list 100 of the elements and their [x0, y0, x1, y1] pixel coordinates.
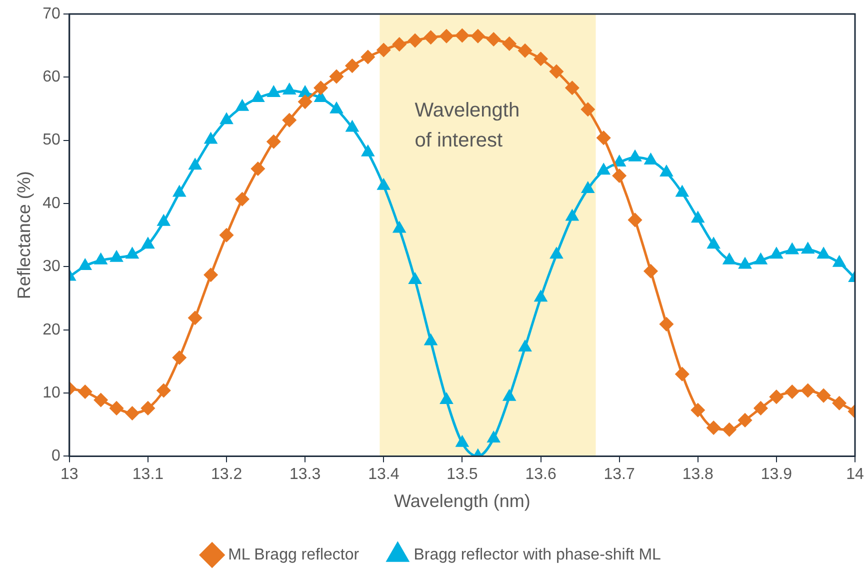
point [94, 254, 107, 264]
x-tick-label: 13 [60, 466, 78, 484]
point [816, 388, 830, 402]
point [581, 102, 595, 116]
point [660, 166, 672, 177]
point [706, 421, 720, 435]
point [503, 390, 516, 401]
point [582, 182, 594, 193]
point [204, 268, 218, 282]
y-tick-label: 10 [42, 384, 60, 402]
point [125, 406, 139, 420]
point [738, 413, 752, 427]
point [691, 403, 705, 417]
point [598, 164, 610, 175]
x-tick-label: 13.1 [132, 466, 164, 484]
point [628, 213, 642, 227]
x-tick-label: 13.8 [682, 466, 714, 484]
point [235, 192, 249, 206]
point [94, 393, 108, 407]
point [770, 248, 782, 259]
x-tick-label: 13.5 [446, 466, 478, 484]
point [801, 384, 815, 398]
y-tick-label: 30 [42, 258, 60, 276]
point [345, 59, 359, 73]
point [676, 186, 688, 197]
point [314, 81, 328, 95]
point [471, 29, 485, 43]
point [739, 258, 752, 269]
point [283, 84, 296, 94]
legend-label: Bragg reflector with phase-shift ML [414, 546, 662, 564]
point [518, 44, 532, 58]
point [565, 81, 579, 95]
point [818, 248, 830, 259]
x-tick-label: 13.6 [525, 466, 556, 484]
y-tick-label: 60 [42, 68, 60, 86]
point [534, 52, 548, 66]
point [440, 29, 454, 43]
point [502, 36, 516, 50]
point [330, 102, 343, 114]
point [692, 212, 704, 223]
point [660, 317, 674, 331]
point [220, 228, 234, 242]
point [78, 385, 92, 399]
point [486, 32, 500, 46]
point [722, 422, 736, 436]
point [408, 34, 422, 48]
point [566, 210, 578, 221]
point [142, 238, 154, 249]
point [173, 186, 186, 197]
y-tick-label: 70 [42, 5, 60, 22]
point [346, 120, 358, 132]
point [409, 273, 422, 284]
point [440, 393, 452, 404]
point [644, 264, 658, 278]
point [488, 432, 500, 443]
point [220, 113, 233, 124]
point [770, 390, 784, 404]
x-tick-label: 13.9 [760, 466, 792, 484]
point [802, 242, 814, 254]
point [299, 86, 312, 97]
point [612, 168, 626, 182]
point [675, 367, 689, 381]
point [785, 385, 799, 399]
point [282, 113, 296, 127]
point [424, 334, 437, 346]
point [708, 238, 720, 249]
point [786, 244, 798, 254]
point [362, 146, 374, 156]
x-tick-label: 13.2 [210, 466, 242, 484]
point [832, 396, 846, 410]
point [629, 150, 642, 162]
band-label: Wavelength of interest [414, 100, 520, 152]
point [141, 401, 155, 415]
point [189, 158, 202, 170]
point [330, 70, 344, 84]
point [172, 350, 186, 364]
x-tick-label: 13.4 [368, 466, 400, 484]
point [188, 311, 202, 325]
point [644, 154, 657, 165]
y-tick-label: 0 [51, 448, 60, 465]
point [596, 131, 610, 145]
y-axis-title: Reflectance (%) [14, 171, 34, 300]
point [519, 340, 532, 352]
point [126, 248, 138, 259]
point [424, 30, 438, 44]
point [79, 259, 92, 270]
point [550, 248, 562, 259]
y-tick-label: 20 [42, 321, 60, 338]
x-tick-label: 14 [846, 466, 864, 484]
x-tick-label: 13.7 [604, 466, 635, 484]
point [156, 384, 170, 398]
point [550, 64, 564, 78]
point [723, 254, 736, 264]
point [298, 95, 312, 109]
point [455, 28, 469, 42]
point [361, 50, 375, 64]
point [204, 132, 217, 144]
point [376, 43, 390, 57]
point [110, 251, 123, 262]
y-tick-label: 40 [42, 194, 60, 212]
